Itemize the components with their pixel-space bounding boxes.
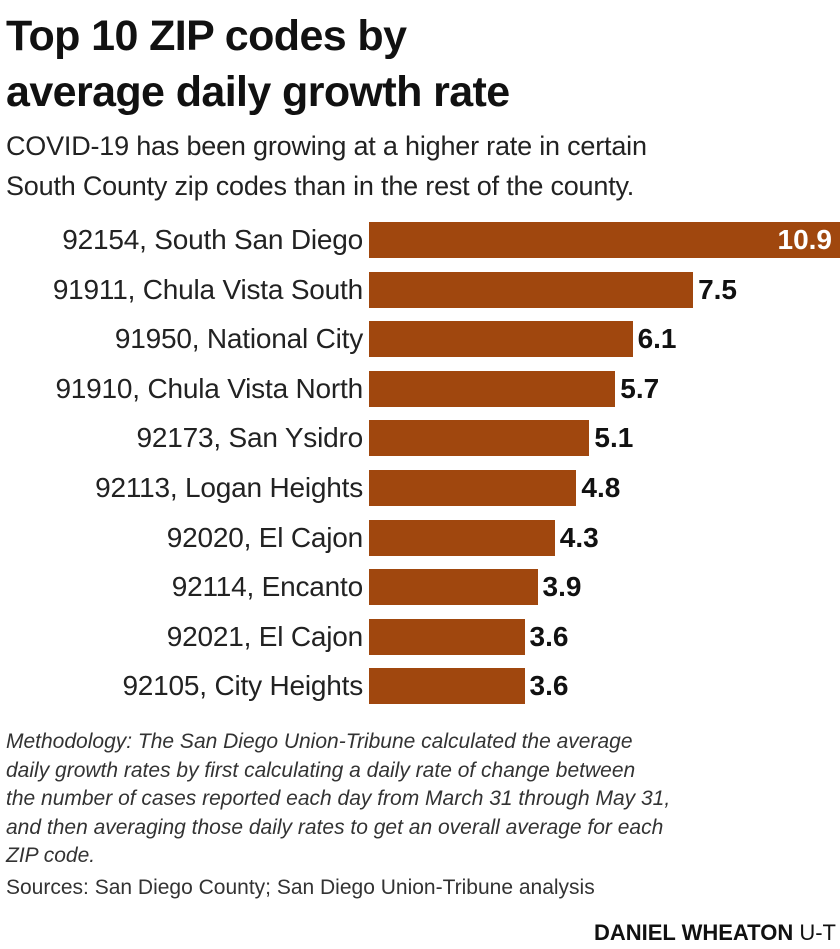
category-label: 91911, Chula Vista South: [52, 273, 363, 305]
bar-row: 92173, San Ysidro 5.1: [0, 420, 840, 457]
bar: [369, 668, 525, 705]
bar: [369, 470, 577, 506]
bar-chart: 92154, South San Diego 10.9 91911, Chula V…: [0, 214, 840, 714]
value-label: 3.9: [542, 571, 582, 603]
value-label: 10.9: [777, 224, 833, 255]
category-label: 91950, National City: [114, 323, 363, 355]
bar-row: 92113, Logan Heights 4.8: [0, 470, 840, 506]
bar-row: 91911, Chula Vista South 7.5: [0, 271, 840, 308]
sources-note: Sources: San Diego County; San Diego Uni…: [6, 876, 595, 899]
value-label: 7.5: [698, 273, 738, 305]
value-label: 3.6: [529, 620, 569, 652]
category-label: 91910, Chula Vista North: [55, 372, 363, 404]
bar: [369, 569, 538, 606]
category-label: 92105, City Heights: [122, 670, 363, 702]
title-line-2: average daily growth rate: [6, 68, 510, 116]
bar-row: 91950, National City 6.1: [0, 321, 840, 358]
byline: DANIEL WHEATON U-T: [594, 920, 836, 946]
subtitle-line-1: COVID-19 has been growing at a higher ra…: [6, 131, 647, 161]
methodology-line: and then averaging those daily rates to …: [6, 815, 664, 839]
byline-name: DANIEL WHEATON: [593, 920, 794, 945]
methodology-line: daily growth rates by first calculating …: [6, 758, 636, 782]
byline-org: U-T: [799, 920, 836, 945]
category-label: 92173, San Ysidro: [136, 422, 364, 454]
value-label: 6.1: [637, 323, 677, 355]
chart-title: Top 10 ZIP codes by average daily growth…: [6, 8, 510, 120]
bar-row: 92021, El Cajon 3.6: [0, 618, 840, 655]
category-label: 92154, South San Diego: [62, 224, 363, 255]
bar: [369, 618, 525, 655]
bar-row: 92020, El Cajon 4.3: [0, 519, 840, 556]
methodology-line: ZIP code.: [6, 844, 96, 867]
category-label: 92020, El Cajon: [166, 521, 363, 553]
value-label: 5.7: [620, 372, 660, 404]
subtitle-line-2: South County zip codes than in the rest …: [6, 171, 635, 201]
bar: [369, 420, 590, 457]
bar: [369, 370, 616, 407]
value-label: 5.1: [594, 422, 634, 454]
bar-row: 91910, Chula Vista North 5.7: [0, 370, 840, 407]
category-label: 92114, Encanto: [171, 571, 363, 603]
title-line-1: Top 10 ZIP codes by: [6, 12, 407, 60]
category-label: 92021, El Cajon: [166, 620, 363, 652]
chart-subtitle: COVID-19 has been growing at a higher ra…: [6, 126, 647, 206]
bar: [369, 321, 633, 358]
methodology-note: Methodology: The San Diego Union-Tribune…: [6, 728, 836, 871]
methodology-line: the number of cases reported each day fr…: [6, 787, 671, 810]
value-label: 4.8: [581, 472, 621, 503]
bar-row: 92154, South San Diego 10.9: [0, 222, 840, 258]
bar: [369, 519, 555, 556]
bar-row: 92105, City Heights 3.6: [0, 668, 840, 705]
value-label: 4.3: [559, 521, 599, 553]
value-label: 3.6: [529, 670, 569, 702]
methodology-line: Methodology: The San Diego Union-Tribune…: [6, 730, 633, 753]
category-label: 92113, Logan Heights: [95, 472, 363, 503]
bar: [369, 222, 840, 258]
bar: [369, 271, 694, 308]
bar-row: 92114, Encanto 3.9: [0, 569, 840, 606]
